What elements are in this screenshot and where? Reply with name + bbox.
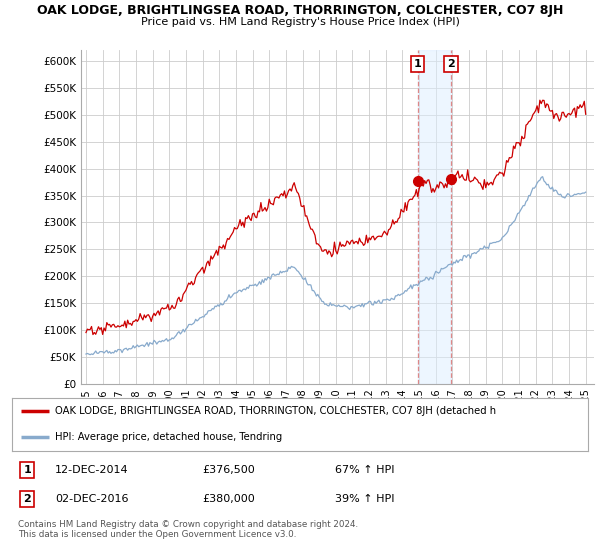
Bar	[418, 50, 451, 384]
Text: Contains HM Land Registry data © Crown copyright and database right 2024.
This d: Contains HM Land Registry data © Crown c…	[18, 520, 358, 539]
Text: 12-DEC-2014: 12-DEC-2014	[55, 465, 129, 475]
Text: OAK LODGE, BRIGHTLINGSEA ROAD, THORRINGTON, COLCHESTER, CO7 8JH: OAK LODGE, BRIGHTLINGSEA ROAD, THORRINGT…	[37, 4, 563, 17]
Text: Price paid vs. HM Land Registry's House Price Index (HPI): Price paid vs. HM Land Registry's House …	[140, 17, 460, 27]
Text: OAK LODGE, BRIGHTLINGSEA ROAD, THORRINGTON, COLCHESTER, CO7 8JH (detached h: OAK LODGE, BRIGHTLINGSEA ROAD, THORRINGT…	[55, 407, 496, 417]
Text: £376,500: £376,500	[202, 465, 255, 475]
Text: 2: 2	[447, 59, 455, 69]
Text: HPI: Average price, detached house, Tendring: HPI: Average price, detached house, Tend…	[55, 432, 283, 442]
Text: 67% ↑ HPI: 67% ↑ HPI	[335, 465, 394, 475]
Text: 39% ↑ HPI: 39% ↑ HPI	[335, 494, 394, 504]
Text: £380,000: £380,000	[202, 494, 255, 504]
Text: 2: 2	[23, 494, 31, 504]
Text: 1: 1	[23, 465, 31, 475]
Text: 02-DEC-2016: 02-DEC-2016	[55, 494, 128, 504]
Text: 1: 1	[414, 59, 422, 69]
